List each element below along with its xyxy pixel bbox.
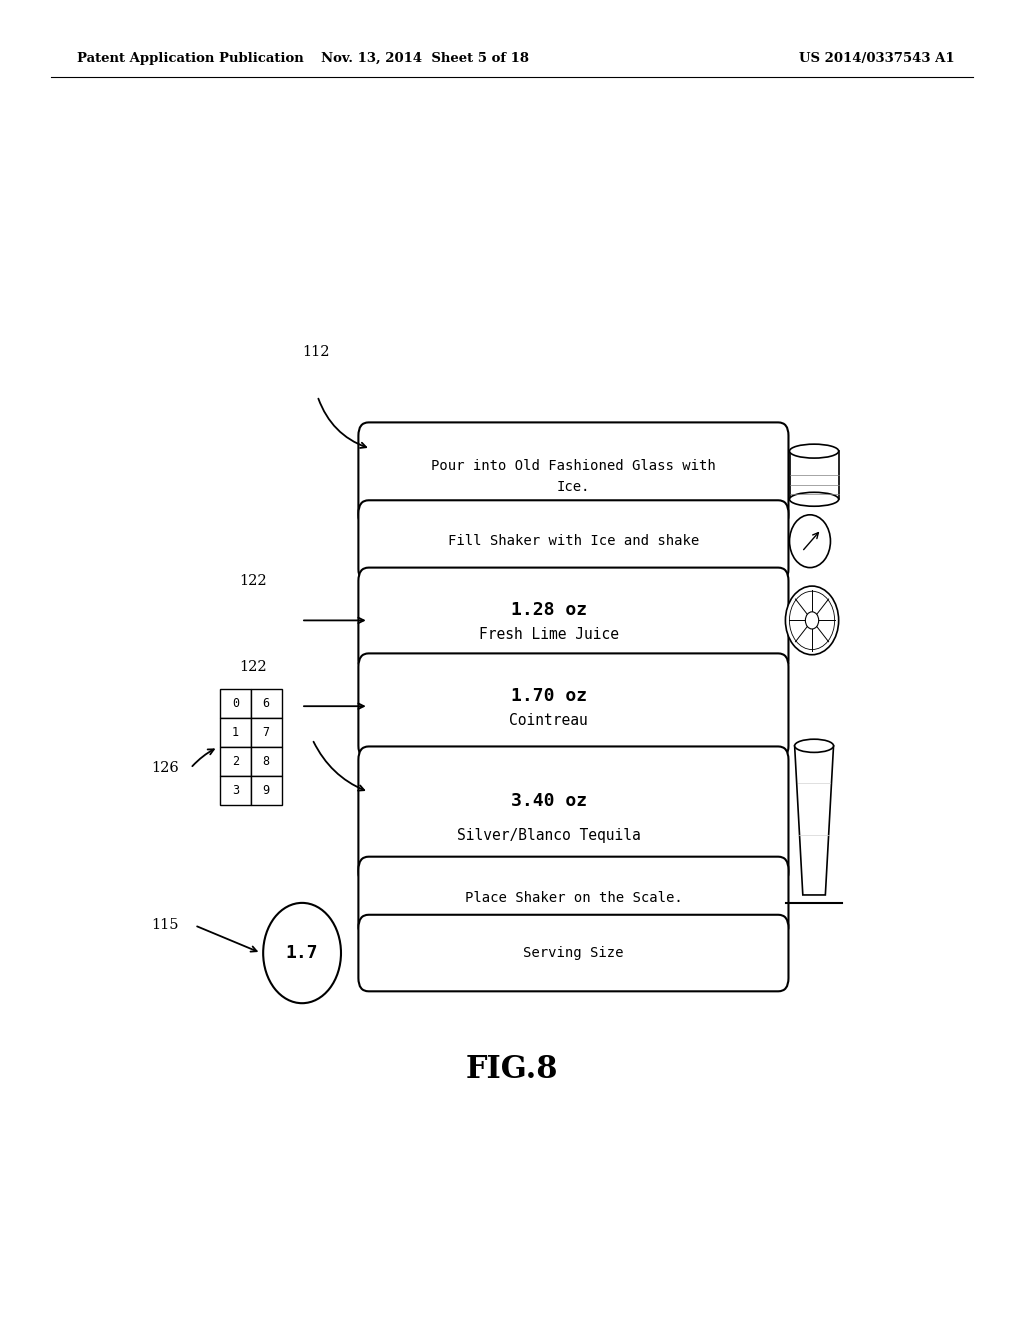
Text: 1.7: 1.7	[286, 944, 318, 962]
Text: 1.28 oz: 1.28 oz	[511, 601, 587, 619]
Text: US 2014/0337543 A1: US 2014/0337543 A1	[799, 51, 954, 65]
Text: FIG.8: FIG.8	[466, 1053, 558, 1085]
Bar	[220, 718, 251, 747]
Text: Fill Shaker with Ice and shake: Fill Shaker with Ice and shake	[447, 535, 699, 548]
Text: 122: 122	[240, 574, 267, 587]
Polygon shape	[795, 746, 834, 895]
Text: 112: 112	[302, 346, 330, 359]
Circle shape	[785, 586, 839, 655]
Text: Serving Size: Serving Size	[523, 946, 624, 960]
Text: 7: 7	[263, 726, 269, 739]
Text: 3.40 oz: 3.40 oz	[511, 792, 587, 810]
Ellipse shape	[790, 444, 839, 458]
Text: 6: 6	[263, 697, 269, 710]
Text: 1.70 oz: 1.70 oz	[511, 686, 587, 705]
Circle shape	[790, 515, 830, 568]
Bar	[251, 747, 282, 776]
Ellipse shape	[795, 739, 834, 752]
Circle shape	[806, 611, 819, 630]
FancyBboxPatch shape	[358, 857, 788, 939]
Bar	[251, 689, 282, 718]
Bar	[220, 747, 251, 776]
Text: 1: 1	[232, 726, 239, 739]
Text: Place Shaker on the Scale.: Place Shaker on the Scale.	[465, 891, 682, 904]
Text: 9: 9	[263, 784, 269, 797]
Text: 3: 3	[232, 784, 239, 797]
Bar	[220, 689, 251, 718]
Text: Cointreau: Cointreau	[510, 713, 588, 727]
Text: 2: 2	[232, 755, 239, 768]
FancyBboxPatch shape	[358, 915, 788, 991]
Text: 8: 8	[263, 755, 269, 768]
FancyBboxPatch shape	[358, 653, 788, 759]
Text: Fresh Lime Juice: Fresh Lime Juice	[479, 627, 618, 642]
Text: 122: 122	[236, 733, 263, 746]
Text: Pour into Old Fashioned Glass with: Pour into Old Fashioned Glass with	[431, 458, 716, 473]
Circle shape	[263, 903, 341, 1003]
Text: 0: 0	[232, 697, 239, 710]
Text: 126: 126	[152, 762, 179, 775]
Ellipse shape	[790, 492, 839, 507]
Bar	[220, 776, 251, 805]
Text: 115: 115	[152, 919, 179, 932]
FancyBboxPatch shape	[358, 568, 788, 673]
FancyBboxPatch shape	[358, 500, 788, 582]
Bar	[251, 776, 282, 805]
Text: Ice.: Ice.	[557, 480, 590, 494]
FancyBboxPatch shape	[358, 747, 788, 884]
Bar	[790, 451, 839, 499]
Text: 122: 122	[240, 660, 267, 673]
Text: Silver/Blanco Tequila: Silver/Blanco Tequila	[457, 829, 641, 843]
Text: Nov. 13, 2014  Sheet 5 of 18: Nov. 13, 2014 Sheet 5 of 18	[321, 51, 529, 65]
FancyBboxPatch shape	[358, 422, 788, 528]
Text: Patent Application Publication: Patent Application Publication	[77, 51, 303, 65]
Bar	[251, 718, 282, 747]
